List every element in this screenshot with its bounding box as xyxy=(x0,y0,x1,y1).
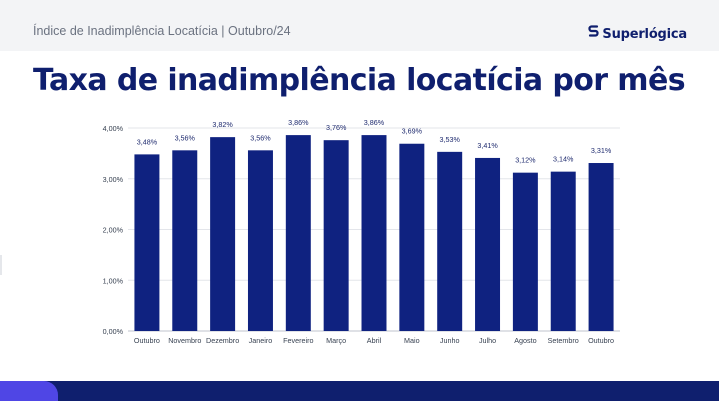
bar xyxy=(361,135,387,331)
bar xyxy=(399,143,425,331)
bar xyxy=(247,150,273,331)
y-tick-label: 1,00% xyxy=(103,276,124,285)
chart-svg: 0,00% 1,00% 2,00% 3,00% 4,00% 3,48% Outubro 3,5… xyxy=(103,118,620,345)
data-label: 3,82% xyxy=(212,120,233,129)
bar-chart: 0,00% 1,00% 2,00% 3,00% 4,00% 3,48% Outubro 3,5… xyxy=(94,118,634,358)
data-label: 3,86% xyxy=(364,118,385,127)
bar xyxy=(588,163,614,331)
x-tick-label: Junho xyxy=(440,336,460,345)
footer-accent xyxy=(0,381,58,401)
page-title: Taxa de inadimplência locatícia por mês xyxy=(33,63,686,98)
data-label: 3,12% xyxy=(515,156,536,165)
x-tick-label: Dezembro xyxy=(206,336,239,345)
y-tick-label: 3,00% xyxy=(103,175,124,184)
y-tick-label: 4,00% xyxy=(103,124,124,133)
x-tick-label: Outubro xyxy=(134,336,160,345)
x-tick-label: Agosto xyxy=(514,336,536,345)
bar xyxy=(285,135,311,331)
data-label: 3,86% xyxy=(288,118,309,127)
data-label: 3,48% xyxy=(137,137,158,146)
y-tick-label: 0,00% xyxy=(103,327,124,336)
y-tick-label: 2,00% xyxy=(103,226,124,235)
bar xyxy=(475,157,501,331)
bar xyxy=(172,150,198,331)
superlogica-logo-icon xyxy=(588,25,600,43)
x-tick-label: Janeiro xyxy=(249,336,273,345)
x-tick-label: Março xyxy=(326,336,346,345)
brand-name: Superlógica xyxy=(602,26,687,42)
footer-bar xyxy=(0,381,719,401)
x-tick-label: Maio xyxy=(404,336,420,345)
data-label: 3,14% xyxy=(553,155,574,164)
edge-marker xyxy=(0,255,2,275)
x-tick-label: Setembro xyxy=(548,336,579,345)
data-label: 3,41% xyxy=(477,141,498,150)
x-tick-label: Novembro xyxy=(168,336,201,345)
bar xyxy=(512,172,538,331)
data-label: 3,56% xyxy=(250,133,271,142)
bar xyxy=(134,154,160,331)
bar xyxy=(437,151,463,331)
x-tick-label: Fevereiro xyxy=(283,336,313,345)
data-label: 3,69% xyxy=(402,127,423,136)
x-tick-label: Abril xyxy=(367,336,382,345)
report-title: Índice de Inadimplência Locatícia | Outu… xyxy=(33,24,291,38)
bar xyxy=(323,140,349,331)
brand[interactable]: Superlógica xyxy=(588,25,687,43)
bar xyxy=(550,171,576,331)
data-label: 3,31% xyxy=(591,146,612,155)
data-label: 3,53% xyxy=(439,135,460,144)
bar xyxy=(210,137,236,331)
x-tick-label: Outubro xyxy=(588,336,614,345)
data-label: 3,56% xyxy=(175,133,196,142)
x-tick-label: Julho xyxy=(479,336,496,345)
data-label: 3,76% xyxy=(326,123,347,132)
